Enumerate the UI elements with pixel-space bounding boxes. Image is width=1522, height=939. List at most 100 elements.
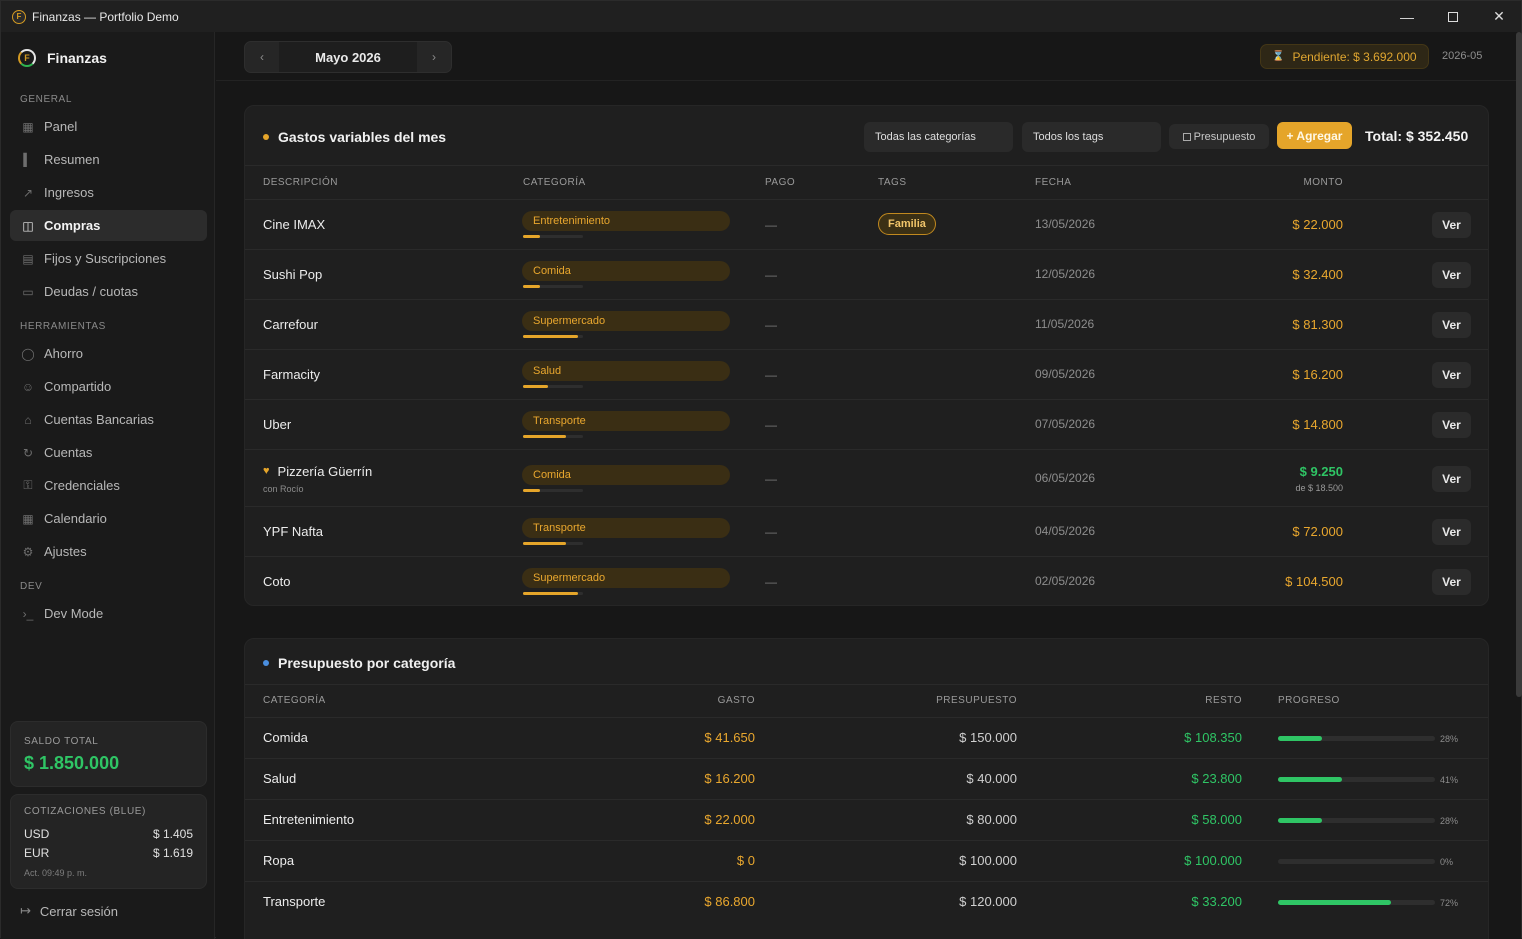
next-month-button[interactable]: ›: [417, 42, 451, 72]
section-label-general: GENERAL: [20, 94, 72, 105]
sidebar-item-calendario[interactable]: ▦ Calendario: [10, 503, 207, 534]
sidebar-item-label: Dev Mode: [44, 606, 104, 621]
expenses-title-text: Gastos variables del mes: [278, 129, 447, 145]
pending-badge[interactable]: ⌛ Pendiente: $ 3.692.000: [1260, 44, 1429, 69]
category-progress: [523, 435, 583, 438]
category-badge: Supermercado: [522, 311, 730, 331]
category-filter[interactable]: Todas las categorías: [864, 122, 1013, 152]
view-button[interactable]: Ver: [1432, 262, 1471, 288]
category-badge: Comida: [522, 464, 730, 485]
budget-progress-pct: 72%: [1440, 898, 1459, 908]
row-description: Cine IMAX: [263, 217, 326, 232]
sidebar-item-label: Cuentas: [44, 445, 93, 460]
tag-chip[interactable]: Familia: [878, 213, 936, 235]
status-dot-icon: [263, 660, 269, 666]
sidebar-item-label: Compartido: [44, 379, 112, 394]
sidebar-item-label: Cuentas Bancarias: [44, 412, 154, 427]
app-logo-icon: F: [12, 9, 26, 24]
sidebar-item-cuentas[interactable]: ↻ Cuentas: [10, 437, 207, 468]
budget-resto: $ 58.000: [1191, 812, 1242, 827]
sidebar-item-label: Resumen: [44, 152, 100, 167]
row-amount: $ 72.000: [1292, 524, 1343, 539]
brand[interactable]: F Finanzas: [18, 49, 107, 67]
view-button[interactable]: Ver: [1432, 569, 1471, 595]
table-row: Ropa $ 0 $ 100.000 $ 100.000 0%: [245, 840, 1488, 881]
category-progress-fill: [523, 488, 540, 492]
current-month[interactable]: Mayo 2026: [279, 42, 417, 72]
sidebar-item-ajustes[interactable]: ⚙ Ajustes: [10, 536, 207, 567]
sidebar-item-label: Calendario: [44, 511, 107, 526]
sidebar-item-fijos[interactable]: ▤ Fijos y Suscripciones: [10, 243, 207, 274]
category-progress: [523, 235, 583, 238]
col-header-fecha: FECHA: [1035, 177, 1072, 188]
view-button[interactable]: Ver: [1432, 412, 1471, 438]
table-row: Sushi Pop Comida — 12/05/2026 $ 32.400 Ver: [245, 249, 1488, 299]
row-description-text: Pizzería Güerrín: [277, 463, 373, 479]
col-header-gasto: GASTO: [717, 695, 755, 706]
category-progress: [523, 335, 583, 338]
sidebar-item-label: Deudas / cuotas: [44, 284, 138, 299]
terminal-icon: ›_: [22, 606, 34, 621]
budget-category: Entretenimiento: [263, 812, 355, 827]
bank-icon: ⌂: [24, 412, 32, 427]
category-progress: [523, 592, 583, 595]
repeat-icon: ↻: [22, 445, 34, 460]
sidebar-item-ahorro[interactable]: ◯ Ahorro: [10, 338, 207, 369]
eur-value: $ 1.619: [152, 846, 193, 860]
budget-presupuesto: $ 100.000: [959, 853, 1017, 868]
sidebar-item-label: Ingresos: [44, 185, 94, 200]
sidebar-item-panel[interactable]: ▦ Panel: [10, 111, 207, 142]
table-row: Transporte $ 86.800 $ 120.000 $ 33.200 72%: [245, 881, 1488, 922]
col-header-tags: TAGS: [878, 177, 907, 188]
budget-toggle-label: Presupuesto: [1193, 130, 1256, 143]
view-button[interactable]: Ver: [1432, 465, 1471, 492]
prev-month-button[interactable]: ‹: [245, 42, 279, 72]
expenses-header: Gastos variables del mes Todas las categ…: [245, 106, 1488, 166]
budget-presupuesto: $ 150.000: [959, 730, 1017, 745]
budget-category: Transporte: [263, 894, 326, 909]
sidebar-item-dev-mode[interactable]: ›_ Dev Mode: [10, 598, 207, 629]
sidebar-item-compartido[interactable]: ☺ Compartido: [10, 371, 207, 402]
maximize-button[interactable]: [1430, 1, 1476, 32]
sidebar-item-resumen[interactable]: ▍ Resumen: [10, 144, 207, 175]
budget-presupuesto: $ 80.000: [966, 812, 1017, 827]
hourglass-icon: ⌛: [1272, 51, 1285, 62]
row-date: 06/05/2026: [1035, 470, 1096, 485]
budget-progress-fill: [1278, 818, 1322, 823]
sidebar-item-credenciales[interactable]: ⚿ Credenciales: [10, 470, 207, 501]
tags-filter[interactable]: Todos los tags: [1022, 122, 1161, 152]
view-button[interactable]: Ver: [1432, 362, 1471, 388]
sidebar-item-cuentas-bancarias[interactable]: ⌂ Cuentas Bancarias: [10, 404, 207, 435]
expenses-panel: Gastos variables del mes Todas las categ…: [244, 105, 1489, 606]
row-amount: $ 32.400: [1292, 267, 1343, 282]
grid-icon: ▦: [22, 119, 34, 134]
row-shared-with: con Rocío: [263, 483, 304, 494]
scrollbar[interactable]: [1516, 32, 1522, 697]
budget-progress-bar: [1278, 859, 1435, 864]
row-description: Coto: [263, 574, 291, 589]
add-expense-button[interactable]: + Agregar: [1277, 122, 1352, 149]
budget-toggle[interactable]: Presupuesto: [1169, 124, 1269, 149]
col-header-cat: CATEGORÍA: [523, 177, 586, 188]
cotizaciones-updated: Act. 09:49 p. m.: [24, 868, 88, 878]
sidebar-item-label: Credenciales: [44, 478, 120, 493]
sidebar-item-ingresos[interactable]: ↗ Ingresos: [10, 177, 207, 208]
logout-button[interactable]: ↦ Cerrar sesión: [20, 903, 118, 919]
close-button[interactable]: ✕: [1476, 1, 1522, 32]
receipt-icon: ▤: [22, 251, 34, 266]
view-button[interactable]: Ver: [1432, 312, 1471, 338]
sidebar-item-compras[interactable]: ◫ Compras: [10, 210, 207, 241]
row-date: 11/05/2026: [1035, 317, 1095, 331]
budget-category: Ropa: [263, 853, 295, 868]
close-icon: ✕: [1493, 8, 1505, 24]
saldo-card: SALDO TOTAL $ 1.850.000: [10, 721, 207, 787]
view-button[interactable]: Ver: [1432, 519, 1471, 545]
sidebar-item-label: Fijos y Suscripciones: [44, 251, 167, 266]
view-button[interactable]: Ver: [1432, 212, 1471, 238]
table-row: Entretenimiento $ 22.000 $ 80.000 $ 58.000 2…: [245, 799, 1488, 840]
brand-name: Finanzas: [47, 50, 107, 66]
minimize-button[interactable]: —: [1400, 8, 1414, 25]
sidebar-item-deudas[interactable]: ▭ Deudas / cuotas: [10, 276, 207, 307]
cotizaciones-label: COTIZACIONES (BLUE): [24, 806, 146, 817]
sidebar-item-label: Ajustes: [44, 544, 87, 559]
